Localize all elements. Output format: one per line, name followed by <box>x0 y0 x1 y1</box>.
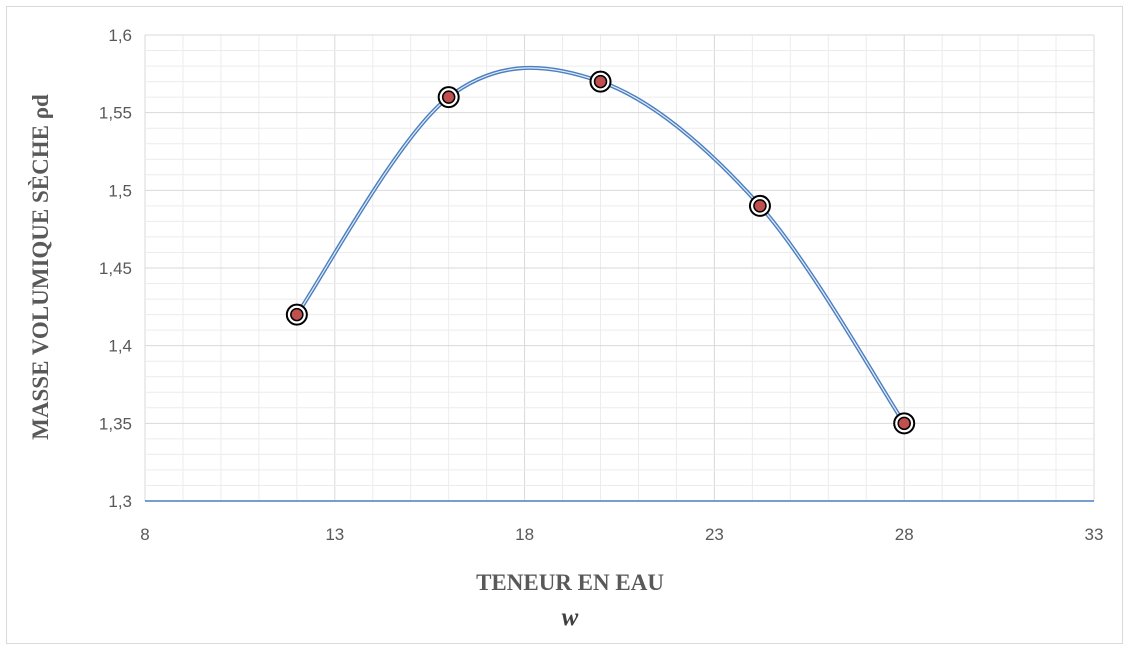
x-tick-label: 18 <box>515 525 534 544</box>
y-tick-labels: 1,3 1,35 1,4 1,45 1,5 1,55 1,6 <box>99 26 132 511</box>
y-tick-label: 1,4 <box>108 337 132 356</box>
series <box>285 65 916 435</box>
grid <box>144 34 1095 502</box>
x-tick-label: 28 <box>895 525 914 544</box>
x-axis-subtitle: w <box>562 604 579 631</box>
x-tick-label: 33 <box>1085 525 1104 544</box>
data-point-marker <box>441 90 456 104</box>
x-axis-title: TENEUR EN EAU <box>476 570 664 595</box>
x-tick-label: 8 <box>140 525 149 544</box>
data-point-marker <box>897 416 911 431</box>
y-tick-label: 1,35 <box>99 414 132 433</box>
y-tick-label: 1,55 <box>99 104 132 123</box>
y-tick-label: 1,6 <box>108 26 132 45</box>
data-point-marker <box>290 307 304 322</box>
x-tick-label: 13 <box>325 525 344 544</box>
data-point-marker <box>593 74 608 89</box>
data-point <box>893 412 916 435</box>
y-tick-label: 1,5 <box>108 181 132 200</box>
data-point <box>589 70 612 93</box>
x-tick-labels: 8 13 18 23 28 33 <box>140 525 1103 544</box>
data-point <box>285 303 308 326</box>
x-tick-label: 23 <box>705 525 724 544</box>
data-point-marker <box>753 199 767 213</box>
data-point <box>748 194 771 217</box>
y-tick-label: 1,45 <box>99 259 132 278</box>
data-point <box>437 86 460 109</box>
y-axis-title: MASSE VOLUMIQUE SÈCHE ρd <box>28 94 53 440</box>
y-tick-label: 1,3 <box>108 492 132 511</box>
